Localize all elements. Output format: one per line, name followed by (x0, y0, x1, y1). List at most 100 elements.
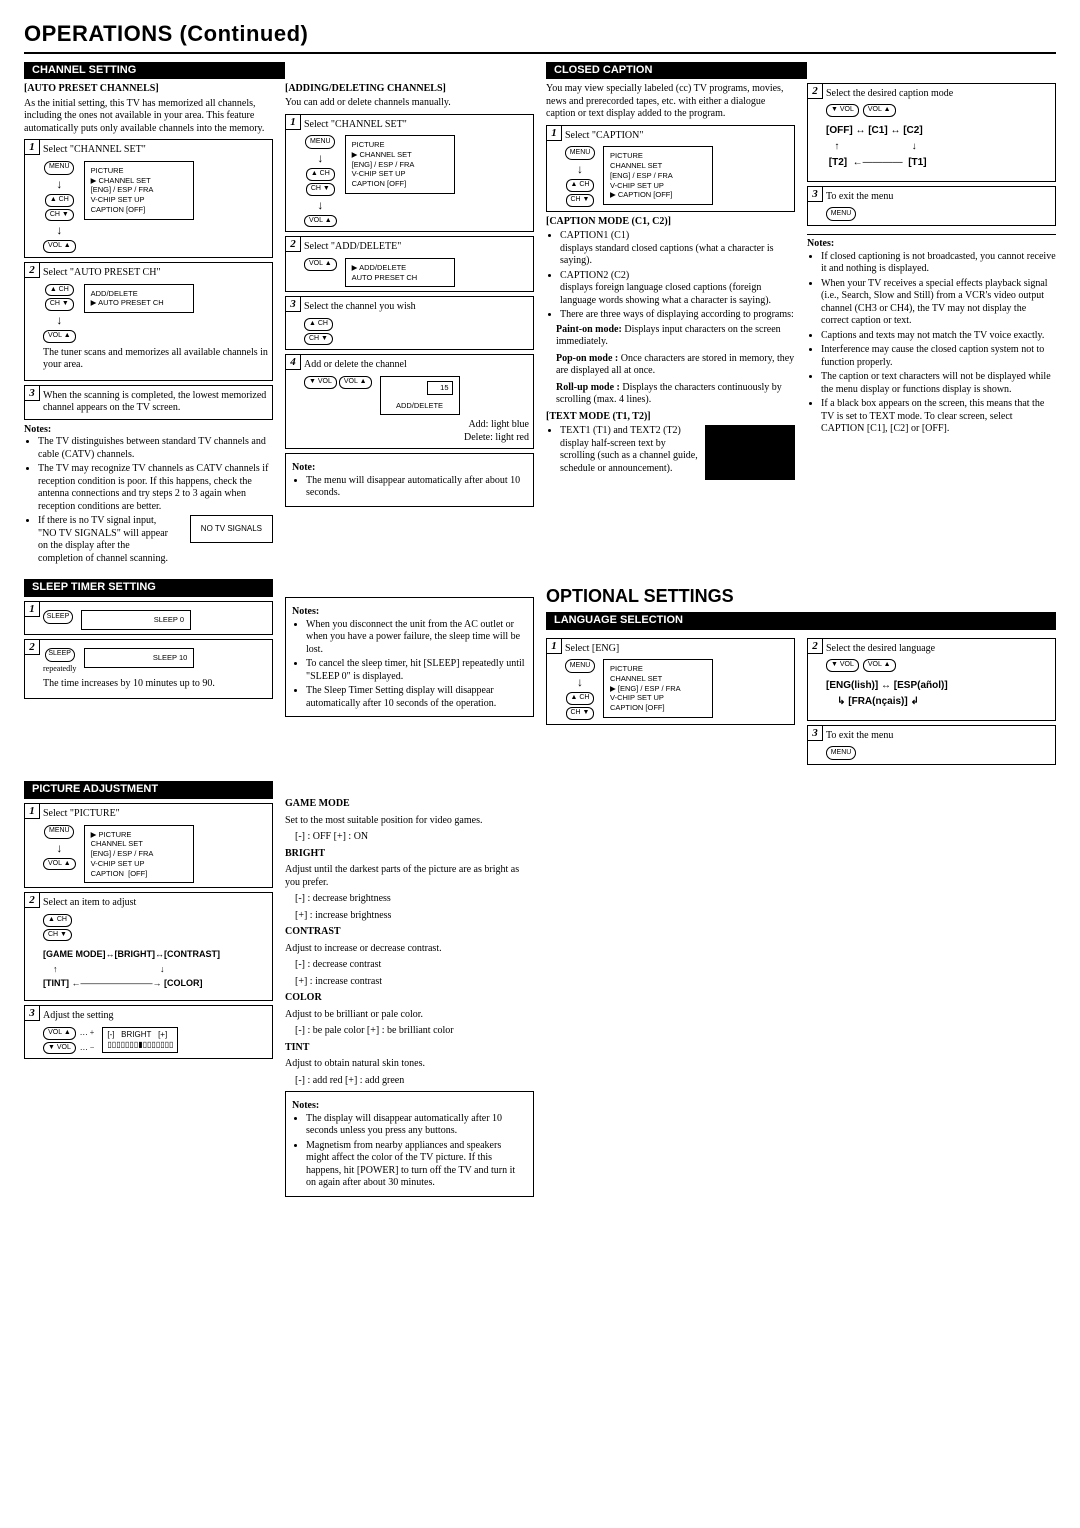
adddel-step4-label: Add or delete the channel (304, 359, 529, 372)
pic-step2: 2 Select an item to adjust ▲ CH CH ▼ [GA… (24, 892, 273, 1001)
auto-step1: 1 Select "CHANNEL SET" MENU ▲ CH CH ▼ VO… (24, 139, 273, 258)
menu-button[interactable]: MENU (44, 825, 74, 839)
spacer-col (546, 781, 795, 1197)
remote-sequence: VOL ▲ (304, 258, 337, 271)
ch-dn-button[interactable]: CH ▼ (304, 333, 333, 346)
vol-dn-button[interactable]: ▼ VOL (826, 659, 859, 672)
remote-sequence: ▼ VOL VOL ▲ (304, 376, 372, 389)
remote-sequence: MENU ▲ CH CH ▼ VOL ▲ (304, 135, 337, 227)
vol-dn-button[interactable]: ▼ VOL (304, 376, 337, 389)
vol-dn-button[interactable]: ▼ VOL (826, 104, 859, 117)
sleep-step2: 2 SLEEP repeatedly SLEEP 10 The time inc… (24, 639, 273, 700)
osd-item: PICTURE (91, 830, 187, 840)
caption-mode-head: [CAPTION MODE (C1, C2)] (546, 216, 795, 229)
ch-dn-button[interactable]: CH ▼ (45, 209, 74, 222)
step-number: 4 (285, 354, 301, 370)
cc-step1-label: Select "CAPTION" (565, 130, 790, 143)
step-number: 3 (807, 725, 823, 741)
auto-notes: The TV distinguishes between standard TV… (24, 436, 273, 565)
note-item: If there is no TV signal input, "NO TV S… (38, 515, 273, 565)
ch-up-button[interactable]: ▲ CH (566, 692, 595, 705)
ch-up-button[interactable]: ▲ CH (306, 168, 335, 181)
osd-item: CAPTION [OFF] (91, 205, 187, 215)
ch-dn-button[interactable]: CH ▼ (566, 707, 595, 720)
remote-sequence: ▲ CH CH ▼ (304, 318, 333, 346)
step-number: 1 (24, 803, 40, 819)
sleep-button[interactable]: SLEEP (43, 610, 73, 624)
vol-up-button[interactable]: VOL ▲ (863, 659, 896, 672)
osd-submenu: ADD/DELETE AUTO PRESET CH (345, 258, 455, 288)
remote-sequence: VOL ▲… + ▼ VOL… − (43, 1027, 94, 1055)
vol-up-button[interactable]: VOL ▲ (43, 240, 76, 253)
pic-step1: 1 Select "PICTURE" MENU VOL ▲ PICTURE CH… (24, 803, 273, 888)
vol-dn-button[interactable]: ▼ VOL (43, 1042, 76, 1055)
vol-up-button[interactable]: VOL ▲ (304, 258, 337, 271)
ch-dn-button[interactable]: CH ▼ (566, 194, 595, 207)
sleep-button[interactable]: SLEEP (45, 648, 75, 662)
vol-up-button[interactable]: VOL ▲ (43, 1027, 76, 1040)
osd-menu: PICTURE CHANNEL SET [ENG] / ESP / FRA V-… (84, 825, 194, 884)
osd-item: AUTO PRESET CH (352, 273, 448, 283)
menu-button[interactable]: MENU (826, 207, 856, 221)
vol-up-button[interactable]: VOL ▲ (339, 376, 372, 389)
menu-button[interactable]: MENU (826, 746, 856, 760)
caption-mode-list: CAPTION1 (C1) displays standard closed c… (546, 230, 795, 322)
bright-plus: [+] : increase brightness (285, 910, 534, 923)
repeatedly-label: repeatedly (43, 664, 76, 674)
menu-button[interactable]: MENU (565, 146, 595, 160)
lang-step2-label: Select the desired language (826, 643, 1051, 656)
arrow-down-icon (577, 162, 583, 177)
adddel-intro: You can add or delete channels manually. (285, 97, 534, 110)
menu-button[interactable]: MENU (44, 161, 74, 175)
note-item: The caption or text characters will not … (821, 371, 1056, 396)
ch-up-button[interactable]: ▲ CH (43, 914, 72, 927)
note-item: If a black box appears on the screen, th… (821, 398, 1056, 436)
cc-step3-label: To exit the menu (826, 191, 1051, 204)
ch-dn-button[interactable]: CH ▼ (45, 298, 74, 311)
notes-head: Notes: (292, 1100, 527, 1113)
menu-button[interactable]: MENU (305, 135, 335, 149)
vol-up-button[interactable]: VOL ▲ (304, 215, 337, 228)
cc-step2: 2 Select the desired caption mode ▼ VOL … (807, 83, 1056, 182)
optional-settings-block: OPTIONAL SETTINGS LANGUAGE SELECTION 1 S… (546, 579, 1056, 769)
ch-up-button[interactable]: ▲ CH (566, 179, 595, 192)
picture-left: PICTURE ADJUSTMENT 1 Select "PICTURE" ME… (24, 781, 273, 1197)
text-mode-head: [TEXT MODE (T1, T2)] (546, 411, 795, 424)
vol-up-button[interactable]: VOL ▲ (43, 858, 76, 871)
notes-head: Note: (292, 462, 527, 475)
adddel-step2: 2 Select "ADD/DELETE" VOL ▲ ADD/DELETE A… (285, 236, 534, 292)
step-number: 2 (285, 236, 301, 252)
remote-sequence: SLEEP repeatedly (43, 648, 76, 674)
step-number: 1 (546, 638, 562, 654)
tint-vals: [-] : add red [+] : add green (285, 1075, 534, 1088)
cc-notes: If closed captioning is not broadcasted,… (807, 251, 1056, 436)
adddel-note-frame: Note: The menu will disappear automatica… (285, 453, 534, 507)
ch-dn-button[interactable]: CH ▼ (306, 183, 335, 196)
pic-step3: 3 Adjust the setting VOL ▲… + ▼ VOL… − [… (24, 1005, 273, 1059)
auto-step2: 2 Select "AUTO PRESET CH" ▲ CH CH ▼ VOL … (24, 262, 273, 381)
no-signal-box: NO TV SIGNALS (190, 515, 273, 543)
step-number: 3 (24, 1005, 40, 1021)
language-cycle: [ENG(lish)] ↔ [ESP(añol)] ↳ [FRA(nçais)]… (826, 678, 1051, 710)
ch-dn-button[interactable]: CH ▼ (43, 929, 72, 942)
vol-up-button[interactable]: VOL ▲ (43, 330, 76, 343)
menu-button[interactable]: MENU (565, 659, 595, 673)
auto-preset-intro: As the initial setting, this TV has memo… (24, 98, 273, 136)
ch-up-button[interactable]: ▲ CH (304, 318, 333, 331)
ch-up-button[interactable]: ▲ CH (45, 284, 74, 297)
osd-item: [ENG] / ESP / FRA (91, 185, 187, 195)
remote-sequence: SLEEP (43, 610, 73, 624)
vol-up-button[interactable]: VOL ▲ (863, 104, 896, 117)
auto-step3: 3 When the scanning is completed, the lo… (24, 385, 273, 420)
pic-step1-label: Select "PICTURE" (43, 808, 268, 821)
osd-menu: PICTURE CHANNEL SET [ENG] / ESP / FRA V-… (603, 659, 713, 718)
arrow-down-icon (56, 841, 62, 856)
sleep-step1: 1 SLEEP SLEEP 0 (24, 601, 273, 635)
step-number: 1 (24, 601, 40, 617)
picture-right: GAME MODE Set to the most suitable posit… (285, 781, 534, 1197)
ch-up-button[interactable]: ▲ CH (45, 194, 74, 207)
row-3: PICTURE ADJUSTMENT 1 Select "PICTURE" ME… (24, 781, 1056, 1197)
notes-head: Notes: (807, 234, 1056, 251)
three-ways: There are three ways of displaying accor… (560, 309, 795, 322)
osd-item: CAPTION [OFF] (91, 869, 187, 879)
